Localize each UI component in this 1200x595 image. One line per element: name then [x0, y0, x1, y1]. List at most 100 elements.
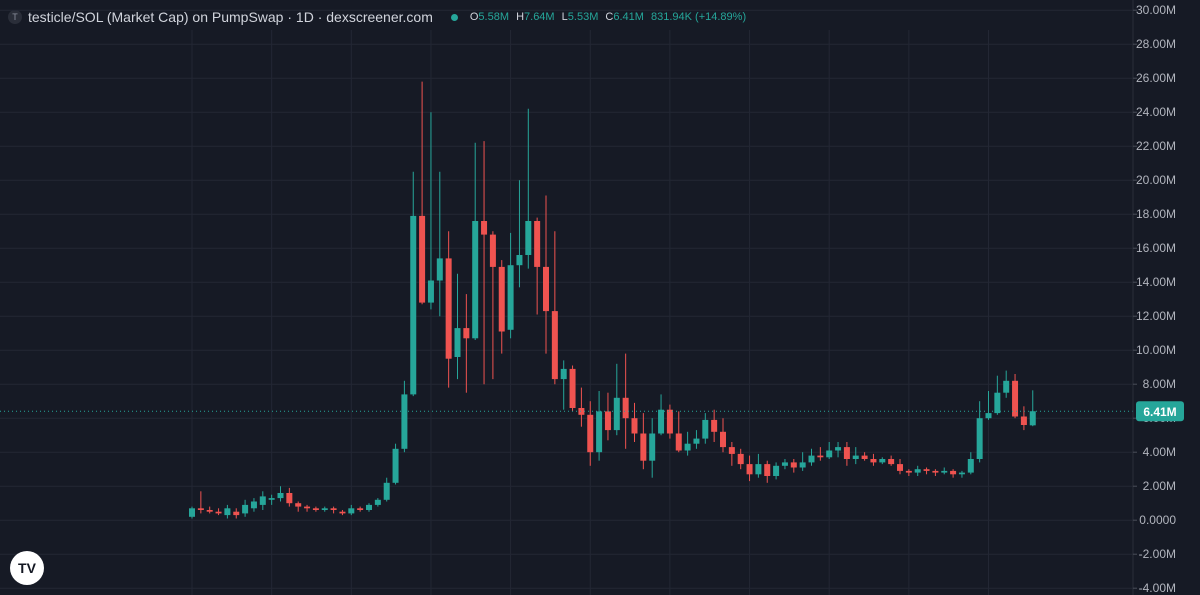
candle-body: [472, 221, 479, 339]
candle: [746, 455, 753, 482]
price-axis-background: [1133, 0, 1200, 595]
candle: [304, 504, 311, 512]
candle-body: [976, 418, 983, 459]
candle-body: [773, 465, 780, 476]
candle: [383, 477, 390, 502]
candle-body: [720, 431, 726, 448]
candle: [427, 112, 434, 310]
candle: [888, 455, 895, 466]
candle: [481, 141, 488, 385]
price-axis[interactable]: 30.00M 28.00M 26.00M 24.00M 22.00M 20.00M 18.0…: [1132, 0, 1200, 595]
candle-body: [197, 508, 204, 510]
candle-body: [941, 470, 948, 473]
candle: [1029, 390, 1036, 427]
candle-body: [640, 433, 647, 461]
candle: [861, 452, 868, 461]
candle: [436, 171, 443, 317]
candle-body: [419, 215, 426, 303]
candle-body: [888, 459, 895, 465]
open-label: O: [469, 11, 479, 23]
candle: [631, 402, 638, 442]
candle-body: [392, 448, 399, 483]
candle: [295, 501, 302, 512]
candle-body: [543, 266, 549, 312]
candle-body: [304, 506, 311, 509]
candle: [463, 294, 470, 393]
candle-body: [631, 418, 638, 434]
candle-body: [312, 508, 319, 510]
candle: [525, 108, 532, 269]
candle-body: [967, 459, 974, 473]
candle-body: [445, 258, 452, 359]
change-value: 831.94K (+14.89%): [651, 11, 747, 23]
candle-body: [755, 464, 762, 475]
candle: [357, 506, 364, 512]
candle: [560, 360, 567, 410]
y-tick-label: 16.00M: [1136, 241, 1176, 255]
candle: [897, 459, 903, 475]
candle: [852, 447, 859, 465]
y-tick-label: 12.00M: [1136, 309, 1176, 323]
candle-body: [498, 266, 505, 332]
low-label: L: [561, 11, 568, 23]
candle-body: [1003, 380, 1010, 393]
candle: [649, 418, 656, 478]
candle: [286, 487, 293, 507]
candle-body: [410, 215, 417, 395]
y-tick-label: 14.00M: [1136, 275, 1176, 289]
candle-body: [799, 462, 806, 468]
chart-title[interactable]: testicle/SOL (Market Cap) on PumpSwap · …: [28, 9, 433, 25]
candle-body: [1029, 411, 1036, 426]
y-tick-label: 2.00M: [1143, 479, 1176, 493]
low-value: 5.53M: [567, 11, 599, 23]
candle-body: [427, 280, 434, 303]
candle-body: [357, 508, 364, 510]
candle-body: [277, 493, 284, 499]
last-price-tag: 6.41M: [1136, 401, 1184, 422]
candle-body: [481, 221, 488, 235]
candle-body: [711, 419, 718, 432]
candle: [675, 411, 682, 453]
candle-body: [560, 368, 567, 380]
candle: [259, 491, 266, 510]
candle: [401, 380, 408, 453]
candle: [507, 232, 514, 339]
candle: [790, 459, 797, 473]
candle: [534, 217, 541, 315]
candle-body: [348, 508, 355, 514]
candle-body: [985, 413, 992, 419]
candle: [1012, 374, 1019, 419]
candle: [454, 273, 461, 380]
candle-body: [1020, 416, 1027, 425]
candle: [737, 448, 744, 470]
candle-body: [401, 394, 408, 449]
y-tick-label: 8.00M: [1143, 377, 1176, 391]
candle-body: [330, 508, 337, 510]
candle-body: [808, 455, 815, 463]
y-tick-label: 4.00M: [1143, 445, 1176, 459]
candle-body: [436, 258, 443, 281]
ohlc-readout: O5.58M H7.64M L5.53M C6.41M 831.94K (+14…: [470, 11, 746, 23]
tradingview-logo-icon[interactable]: TV: [10, 551, 44, 585]
candle: [410, 171, 417, 397]
candle-body: [578, 408, 585, 415]
candle-body: [233, 511, 240, 516]
candle-body: [658, 409, 665, 434]
candle-body: [950, 470, 957, 475]
candle: [268, 494, 275, 505]
candle: [923, 467, 930, 475]
logo-text: TV: [18, 560, 36, 576]
candle-body: [189, 508, 195, 517]
candle-body: [587, 414, 594, 453]
candle: [666, 404, 673, 439]
last-price-label: 6.41M: [1143, 405, 1176, 419]
candle: [950, 469, 957, 478]
y-tick-label: 26.00M: [1136, 71, 1176, 85]
candle: [622, 353, 629, 449]
candle: [941, 467, 948, 475]
candle-body: [596, 411, 603, 453]
candle: [1003, 370, 1010, 398]
candle: [914, 465, 921, 476]
candle: [569, 365, 576, 412]
